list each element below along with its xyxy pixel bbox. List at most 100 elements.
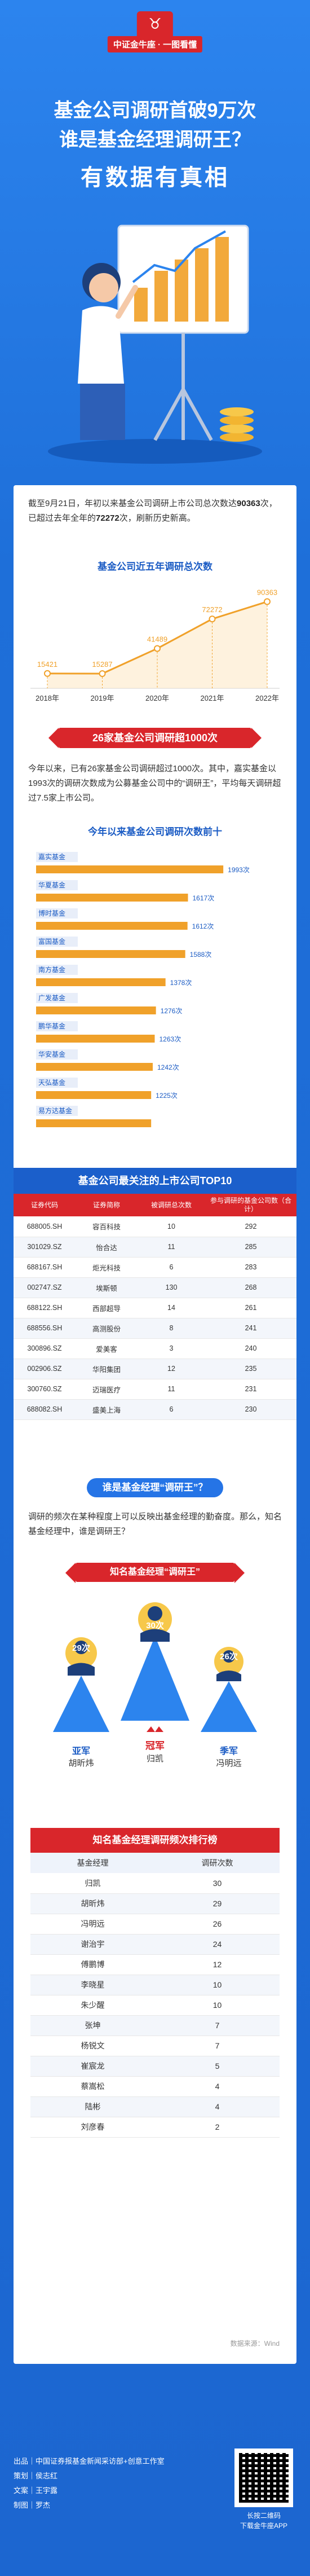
hbar-bar <box>36 1006 156 1014</box>
table-row: 300760.SZ 迈瑞医疗 11 231 <box>14 1379 296 1400</box>
credit-writer: 文案｜王宇露 <box>14 2486 58 2495</box>
table1-cell: 235 <box>205 1359 296 1379</box>
hero-illustration <box>48 225 262 464</box>
first-count: 30次 <box>146 1621 164 1630</box>
hbar-category-label: 华夏基金 <box>38 881 65 889</box>
brand-logo-text: 中证金牛座 · 一图看懂 <box>107 36 203 52</box>
table2-cell: 胡昕炜 <box>30 1893 155 1914</box>
qr-code[interactable] <box>234 2448 293 2507</box>
line-chart-x-tick: 2022年 <box>255 694 279 702</box>
line-chart-point <box>264 598 271 605</box>
line-chart-data-label: 72272 <box>202 605 222 614</box>
hbar-value-label: 1617次 <box>193 894 215 902</box>
hbar-category-label: 天弘基金 <box>38 1078 65 1087</box>
intro-text-1: 截至9月21日，年初以来基金公司调研上市公司总次数达 <box>28 499 237 508</box>
table1-cell: 688005.SH <box>14 1216 76 1237</box>
table-row: 蔡嵩松 4 <box>30 2076 280 2097</box>
table1-cell: 3 <box>138 1338 205 1359</box>
hbar-category-tag <box>36 1049 78 1060</box>
third-name: 冯明远 <box>216 1759 242 1768</box>
table-row: 002747.SZ 埃斯顿 130 268 <box>14 1277 296 1298</box>
line-chart-data-label: 41489 <box>147 635 167 643</box>
table2-cell: 傅鹏博 <box>30 1954 155 1975</box>
intro-total-count: 90363 <box>237 499 260 508</box>
hbar-category-tag <box>36 1078 78 1088</box>
line-chart-x-tick: 2018年 <box>36 694 59 702</box>
hbar-value-label: 1993次 <box>228 866 250 874</box>
table1-cell: 14 <box>138 1298 205 1318</box>
line-chart-x-tick: 2019年 <box>91 694 114 702</box>
third-rank: 季军 <box>219 1747 238 1756</box>
table1-cell: 300896.SZ <box>14 1338 76 1359</box>
table-row: 李晓星 10 <box>30 1975 280 1995</box>
bull-icon: ♉ <box>137 11 173 36</box>
line-chart-data-label: 90363 <box>257 588 277 596</box>
hbar-category-tag <box>36 965 78 975</box>
table1: 证券代码 证券简称 被调研总次数 参与调研的基金公司数（合计） 688005.S… <box>14 1194 296 1420</box>
qr-caption: 长按二维码 下载金牛座APP <box>225 2511 302 2531</box>
footer: 出品｜中国证券报基金新闻采访部+创意工作室 策划｜侯志红 文案｜王宇露 制图｜罗… <box>0 2426 310 2576</box>
table1-cell: 10 <box>138 1216 205 1237</box>
table2-header-count: 调研次数 <box>155 1853 280 1873</box>
table1-cell: 6 <box>138 1257 205 1278</box>
content-card: 截至9月21日，年初以来基金公司调研上市公司总次数达90363次，已超过去年全年… <box>14 485 296 2364</box>
table1-cell: 爱美客 <box>76 1338 138 1359</box>
table2-cell: 29 <box>155 1893 280 1914</box>
hbar-bar <box>36 978 166 986</box>
intro-paragraph: 截至9月21日，年初以来基金公司调研上市公司总次数达90363次，已超过去年全年… <box>28 496 282 526</box>
hbar-category-label: 嘉实基金 <box>38 852 65 861</box>
table1-cell: 688082.SH <box>14 1399 76 1420</box>
section2-banner: 26家基金公司调研超1000次 <box>48 728 262 748</box>
table2-cell: 蔡嵩松 <box>30 2076 155 2097</box>
table-row: 688122.SH 西部超导 14 261 <box>14 1298 296 1318</box>
table2-cell: 7 <box>155 2015 280 2036</box>
table1-header-funds: 参与调研的基金公司数（合计） <box>205 1194 296 1216</box>
hero-title-line1: 基金公司调研首破9万次 <box>54 100 256 121</box>
section2-text: 今年以来，已有26家基金公司调研超过1000次。其中，嘉实基金以1993次的调研… <box>28 764 281 803</box>
hbar-category-tag <box>36 1021 78 1031</box>
table1-cell: 268 <box>205 1277 296 1298</box>
hbar-value-label: 1263次 <box>160 1035 181 1043</box>
hbar-bar <box>36 1119 152 1127</box>
table2-cell: 2 <box>155 2117 280 2138</box>
table2-cell: 10 <box>155 1995 280 2016</box>
third-count: 26次 <box>220 1652 238 1661</box>
hbar-category-tag <box>36 880 78 890</box>
table2-cell: 朱少醒 <box>30 1995 155 2016</box>
hbar-bar <box>36 865 224 873</box>
hbar-bar <box>36 1035 155 1043</box>
table2-cell: 26 <box>155 1914 280 1935</box>
table2-cell: 4 <box>155 2076 280 2097</box>
footer-credits: 出品｜中国证券报基金新闻采访部+创意工作室 策划｜侯志红 文案｜王宇露 制图｜罗… <box>14 2454 165 2513</box>
hero-title-line3: 有数据有真相 <box>81 165 229 190</box>
table2-cell: 杨锐文 <box>30 2036 155 2056</box>
qr-caption-line2: 下载金牛座APP <box>240 2522 287 2530</box>
table1-cell: 230 <box>205 1399 296 1420</box>
table1-cell: 300760.SZ <box>14 1379 76 1400</box>
table1-cell: 283 <box>205 1257 296 1278</box>
table1-cell: 6 <box>138 1399 205 1420</box>
hbar-bar <box>36 1063 153 1071</box>
hbar-category-tag <box>36 852 78 862</box>
line-chart-title: 基金公司近五年调研总次数 <box>98 561 212 572</box>
hero-title-line2: 谁是基金经理调研王？ <box>59 129 251 151</box>
table1-cell: 688556.SH <box>14 1318 76 1339</box>
table1-cell: 西部超导 <box>76 1298 138 1318</box>
table2-cell: 4 <box>155 2096 280 2117</box>
hbar-category-label: 富国基金 <box>38 937 65 946</box>
table2-cell: 30 <box>155 1873 280 1894</box>
table2-cell: 陆彬 <box>30 2096 155 2117</box>
table2-cell: 崔宸龙 <box>30 2056 155 2077</box>
hbar-value-label: 1225次 <box>156 1092 178 1100</box>
table2-cell: 张坤 <box>30 2015 155 2036</box>
hbar-value-label: 1276次 <box>161 1007 183 1015</box>
table-row: 688082.SH 盛美上海 6 230 <box>14 1399 296 1420</box>
table-row: 冯明远 26 <box>30 1914 280 1935</box>
table1-title: 基金公司最关注的上市公司TOP10 <box>14 1168 296 1194</box>
intro-text-3: 次，刷新历史新高。 <box>119 513 196 523</box>
table2-cell: 7 <box>155 2036 280 2056</box>
hbar-category-label: 博时基金 <box>38 909 65 917</box>
table-row: 300896.SZ 爱美客 3 240 <box>14 1338 296 1359</box>
